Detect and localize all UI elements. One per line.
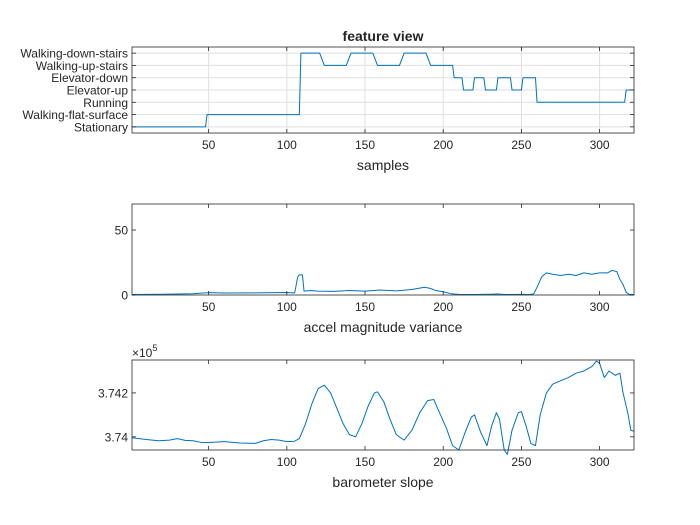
- barometer-axes-box: [131, 359, 635, 451]
- feature-view-ytick-label: Running: [83, 96, 128, 110]
- feature-view-ytick-label: Elevator-up: [67, 84, 129, 98]
- barometer-xtick-label: 300: [590, 455, 610, 469]
- accel-variance-xtick-label: 100: [277, 300, 297, 314]
- barometer-xtick-label: 50: [202, 455, 216, 469]
- barometer-xtick-label: 100: [277, 455, 297, 469]
- feature-view-title: feature view: [343, 28, 424, 44]
- barometer-xlabel: barometer slope: [332, 474, 433, 490]
- barometer-ytick-label: 3.74: [105, 430, 129, 444]
- accel-variance-axes: 50 100 150 200 250 300 0 50 accel magnitude vari…: [115, 203, 635, 335]
- accel-variance-ytick-label: 50: [115, 224, 129, 238]
- barometer-exponent-label: ×105: [132, 343, 157, 360]
- accel-variance-xtick-label: 150: [355, 300, 375, 314]
- accel-variance-xtick-label: 50: [202, 300, 216, 314]
- accel-variance-series-line: [131, 269, 635, 296]
- barometer-series-line: [131, 360, 635, 455]
- feature-view-xtick-label: 100: [277, 138, 297, 152]
- barometer-axes: 50 100 150 200 250 300 3.74 3.742 barometer slop…: [98, 343, 635, 490]
- feature-view-xtick-label: 300: [590, 138, 610, 152]
- barometer-xtick-label: 200: [433, 455, 453, 469]
- accel-variance-axes-box: [131, 203, 635, 296]
- feature-view-xtick-label: 150: [355, 138, 375, 152]
- barometer-xtick-label: 150: [355, 455, 375, 469]
- feature-view-xlabel: samples: [357, 157, 409, 173]
- accel-variance-xlabel: accel magnitude variance: [304, 319, 463, 335]
- accel-variance-xtick-label: 250: [511, 300, 531, 314]
- barometer-xtick-label: 250: [511, 455, 531, 469]
- feature-view-ytick-label: Walking-down-stairs: [20, 47, 128, 61]
- feature-view-xtick-label: 50: [202, 138, 216, 152]
- barometer-plot-area: [132, 360, 634, 450]
- feature-view-series-line: [132, 52, 634, 128]
- accel-variance-xtick-label: 300: [590, 300, 610, 314]
- feature-view-ytick-label: Elevator-down: [51, 71, 128, 85]
- feature-view-axes: 50 100 150 200 250 300 StationaryWalking-flat-…: [20, 28, 635, 173]
- feature-view-ytick-label: Stationary: [74, 120, 128, 134]
- accel-variance-plot-area: [132, 204, 634, 295]
- feature-view-ytick-label: Walking-up-stairs: [36, 59, 128, 73]
- feature-view-ytick-label: Walking-flat-surface: [22, 108, 128, 122]
- feature-view-xtick-label: 250: [511, 138, 531, 152]
- accel-variance-ytick-label: 0: [121, 289, 128, 303]
- barometer-ytick-label: 3.742: [98, 386, 128, 400]
- accel-variance-xtick-label: 200: [433, 300, 453, 314]
- feature-view-xtick-label: 200: [433, 138, 453, 152]
